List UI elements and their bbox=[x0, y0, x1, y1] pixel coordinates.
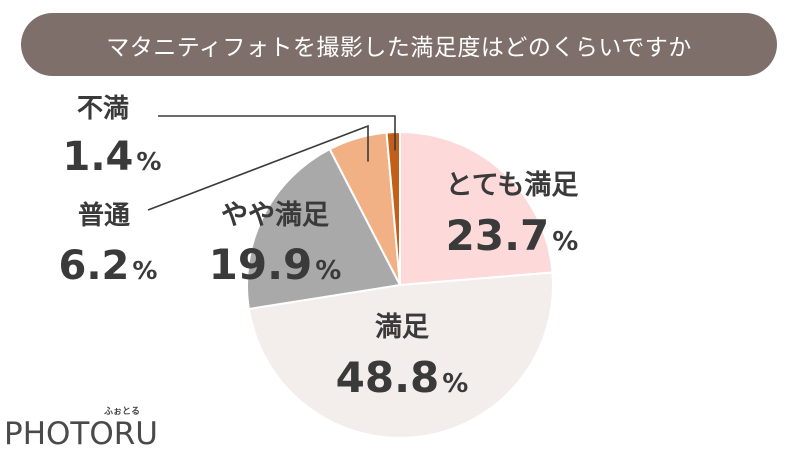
slice-label-2: やや満足 bbox=[221, 200, 329, 231]
slice-value-0: 23.7% bbox=[446, 211, 579, 260]
slice-value-1: 48.8% bbox=[336, 353, 469, 402]
slice-label-4: 不満 bbox=[77, 94, 129, 124]
title-bar: マタニティフォトを撮影した満足度はどのくらいですか bbox=[21, 13, 777, 76]
pie-slice-1 bbox=[247, 271, 554, 439]
pie-slice-4 bbox=[385, 130, 401, 286]
slice-label-1: 満足 bbox=[375, 312, 429, 343]
chart-title: マタニティフォトを撮影した満足度はどのくらいですか bbox=[106, 34, 692, 61]
slice-value-2: 19.9% bbox=[209, 240, 342, 289]
slice-value-3: 6.2% bbox=[59, 243, 158, 289]
slice-label-3: 普通 bbox=[78, 200, 130, 231]
leader-line-4 bbox=[158, 115, 396, 151]
pie-slice-0 bbox=[399, 130, 554, 287]
logo-text: PHOTORU bbox=[4, 416, 158, 452]
logo-kana: ふぉとる bbox=[104, 407, 141, 417]
slice-value-4: 1.4% bbox=[63, 134, 162, 180]
leader-line-3 bbox=[147, 124, 369, 211]
slice-label-0: とても満足 bbox=[446, 170, 579, 201]
pie-slice-2 bbox=[246, 147, 402, 311]
photoru-logo: ふぉとる PHOTORU bbox=[4, 404, 158, 452]
